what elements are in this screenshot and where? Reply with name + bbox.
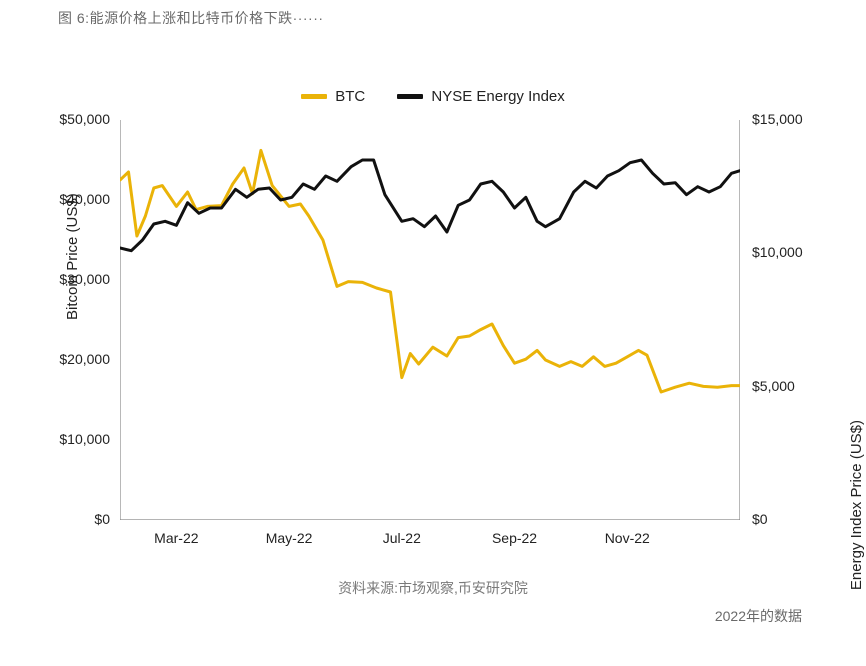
x-tick-1: May-22 — [266, 530, 313, 546]
legend-label-nyse: NYSE Energy Index — [431, 88, 564, 105]
legend-item-btc: BTC — [301, 88, 365, 105]
y-right-tick-2: $10,000 — [752, 244, 803, 260]
y-left-tick-4: $40,000 — [59, 191, 110, 207]
y-left-tick-0: $0 — [94, 511, 110, 527]
x-tick-4: Nov-22 — [605, 530, 650, 546]
y-left-tick-5: $50,000 — [59, 111, 110, 127]
y-right-tick-3: $15,000 — [752, 111, 803, 127]
y-axis-left-label: Bitcoin Price (US$) — [64, 193, 81, 320]
legend-swatch-btc — [301, 94, 327, 99]
figure-title: 图 6:能源价格上涨和比特币价格下跌······ — [58, 8, 324, 28]
y-right-tick-1: $5,000 — [752, 378, 795, 394]
y-right-tick-0: $0 — [752, 511, 768, 527]
chart-legend: BTC NYSE Energy Index — [0, 86, 866, 105]
x-tick-0: Mar-22 — [154, 530, 198, 546]
source-caption: 资料来源:市场观察,币安研究院 — [0, 578, 866, 598]
chart-plot-area — [120, 120, 740, 520]
y-axis-right-label: Energy Index Price (US$) — [848, 420, 865, 590]
year-note: 2022年的数据 — [715, 606, 802, 626]
page: 图 6:能源价格上涨和比特币价格下跌······ BTC NYSE Energy… — [0, 0, 866, 666]
x-tick-2: Jul-22 — [383, 530, 421, 546]
legend-swatch-nyse — [397, 94, 423, 99]
y-left-tick-2: $20,000 — [59, 351, 110, 367]
legend-label-btc: BTC — [335, 88, 365, 105]
chart-svg — [120, 120, 740, 520]
legend-item-nyse: NYSE Energy Index — [397, 88, 564, 105]
y-left-tick-3: $30,000 — [59, 271, 110, 287]
x-tick-3: Sep-22 — [492, 530, 537, 546]
y-left-tick-1: $10,000 — [59, 431, 110, 447]
